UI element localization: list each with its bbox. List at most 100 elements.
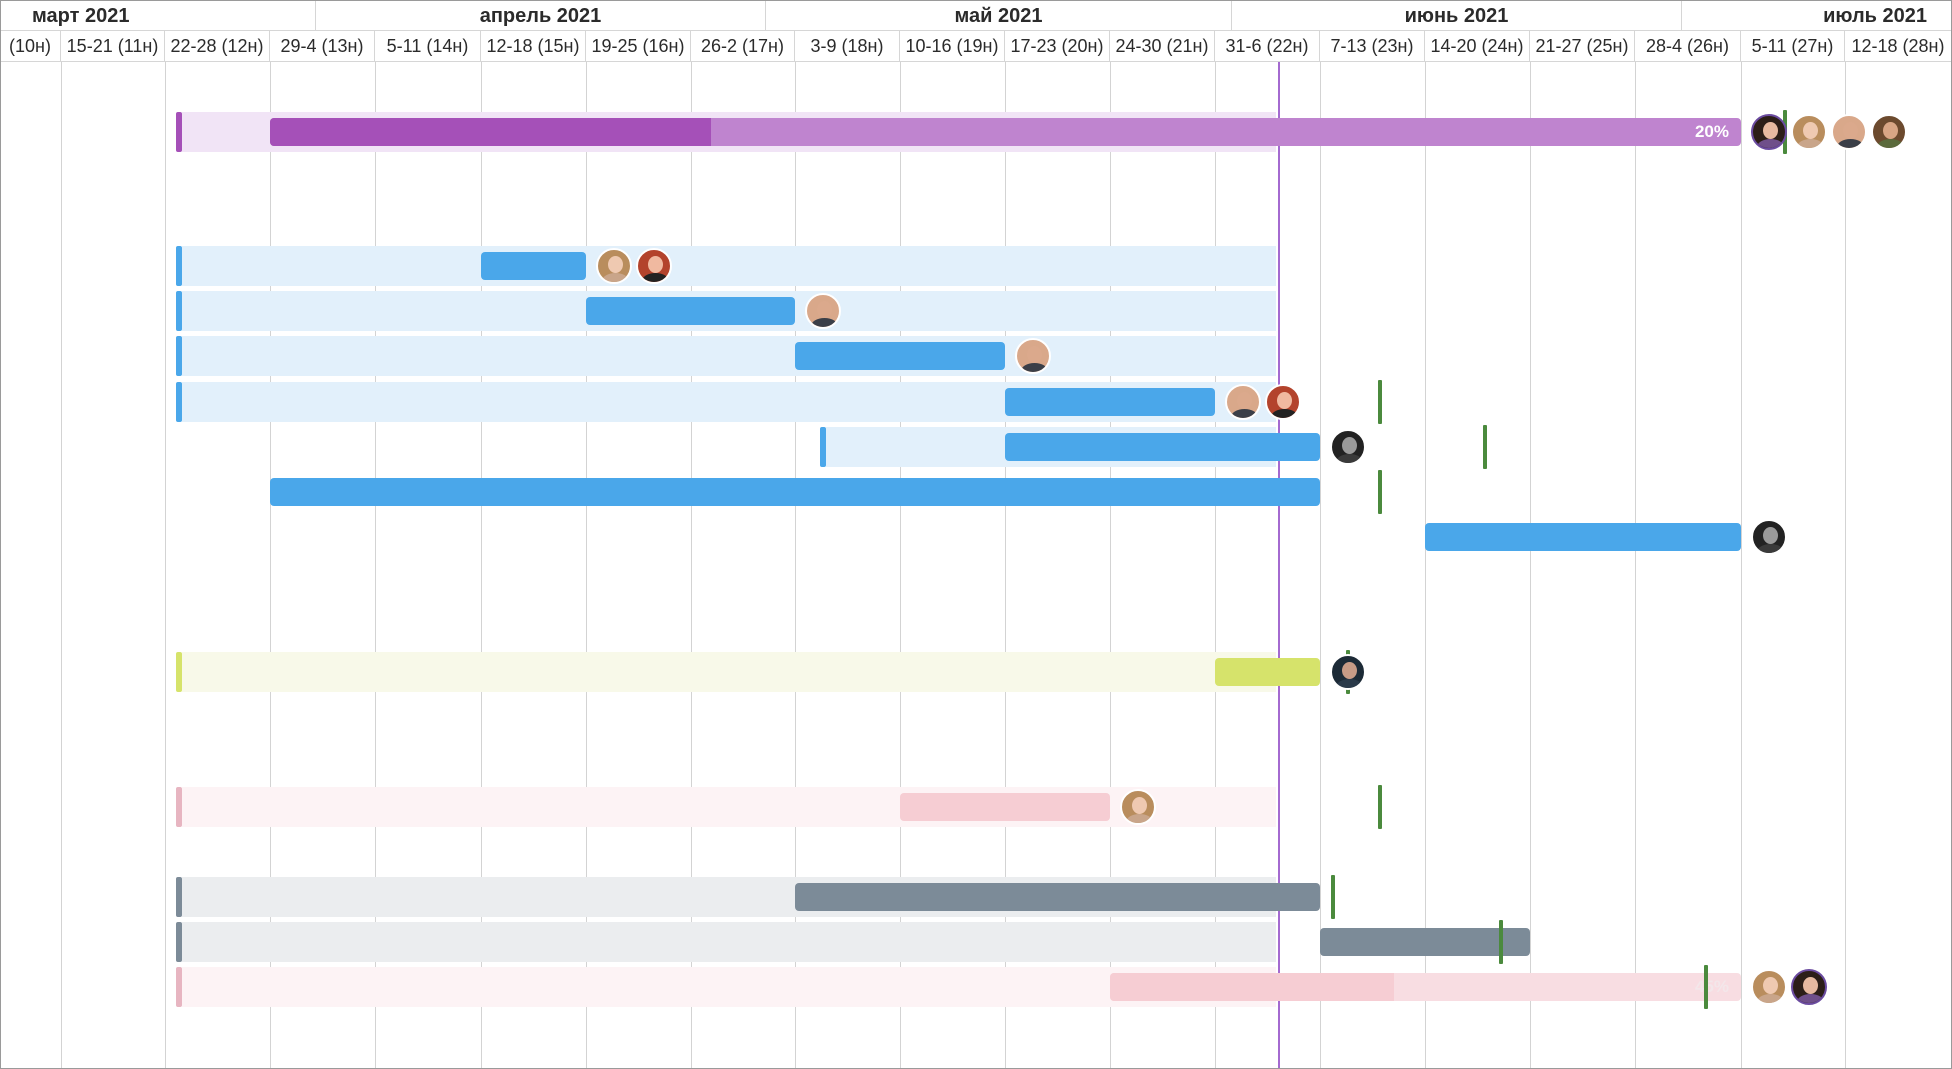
avatar-face <box>1843 122 1858 139</box>
task-bar[interactable] <box>1005 433 1320 461</box>
task-progress-fill <box>270 118 712 146</box>
week-header-cell[interactable]: 10-16 (19н) <box>900 31 1005 62</box>
task-row-marker[interactable] <box>176 382 182 422</box>
week-header-cell[interactable]: 5-11 (14н) <box>375 31 481 62</box>
week-grid-line <box>375 62 376 1069</box>
week-header-cell[interactable]: 29-4 (13н) <box>270 31 375 62</box>
man-bald-avatar[interactable] <box>1225 384 1261 420</box>
week-grid-line <box>900 62 901 1069</box>
avatar-face <box>1277 392 1292 409</box>
task-bar[interactable] <box>481 252 586 280</box>
man-bald-avatar[interactable] <box>1831 114 1867 150</box>
avatar-face <box>1342 662 1357 679</box>
week-header-cell[interactable]: 28-4 (26н) <box>1635 31 1741 62</box>
avatar-face <box>1027 346 1042 363</box>
task-row-marker[interactable] <box>176 877 182 917</box>
week-header-cell[interactable]: 3-9 (18н) <box>795 31 900 62</box>
task-bar[interactable] <box>1005 388 1215 416</box>
woman-dark-hair-avatar[interactable] <box>1751 114 1787 150</box>
task-bar[interactable] <box>795 342 1005 370</box>
task-bar[interactable] <box>1425 523 1741 551</box>
week-grid-line <box>691 62 692 1069</box>
woman-dark-hair-avatar[interactable] <box>1791 969 1827 1005</box>
avatar-shoulders <box>811 318 838 327</box>
man-monochrome-avatar[interactable] <box>1751 519 1787 555</box>
task-row-marker[interactable] <box>820 427 826 467</box>
task-bar[interactable] <box>586 297 795 325</box>
task-row-marker[interactable] <box>176 922 182 962</box>
deadline-marker[interactable] <box>1377 785 1382 829</box>
month-header-cell[interactable]: июнь 2021 <box>1232 0 1682 31</box>
week-header-cell[interactable]: 19-25 (16н) <box>586 31 691 62</box>
week-header-cell[interactable]: 22-28 (12н) <box>165 31 270 62</box>
week-grid-line <box>1215 62 1216 1069</box>
week-header-cell[interactable]: 24-30 (21н) <box>1110 31 1215 62</box>
week-header-cell[interactable]: 12-18 (28н) <box>1845 31 1952 62</box>
task-bar[interactable] <box>795 883 1320 911</box>
avatar-face <box>1763 977 1778 994</box>
deadline-marker[interactable] <box>1482 425 1487 469</box>
task-bar[interactable] <box>1320 928 1530 956</box>
deadline-marker[interactable] <box>1703 965 1708 1009</box>
deadline-marker[interactable] <box>1498 920 1503 964</box>
avatar-shoulders <box>1336 679 1363 688</box>
task-row-marker[interactable] <box>176 336 182 376</box>
man-dark-avatar[interactable] <box>1330 654 1366 690</box>
avatar-face <box>1132 797 1147 814</box>
week-header-cell[interactable]: 31-6 (22н) <box>1215 31 1320 62</box>
man-monochrome-avatar[interactable] <box>1330 429 1366 465</box>
avatar-shoulders <box>1271 409 1298 418</box>
task-bar[interactable]: 45% <box>1110 973 1741 1001</box>
week-header-cell[interactable]: 17-23 (20н) <box>1005 31 1110 62</box>
task-row-marker[interactable] <box>176 787 182 827</box>
woman-blond-avatar[interactable] <box>1120 789 1156 825</box>
man-red-hair-avatar[interactable] <box>636 248 672 284</box>
task-row-marker[interactable] <box>176 652 182 692</box>
woman-blond-avatar[interactable] <box>1791 114 1827 150</box>
avatar-face <box>1342 437 1357 454</box>
week-header-cell[interactable]: 14-20 (24н) <box>1425 31 1530 62</box>
week-header-cell[interactable]: 15-21 (11н) <box>61 31 165 62</box>
week-header-cell[interactable]: 7-13 (23н) <box>1320 31 1425 62</box>
woman-blond-avatar[interactable] <box>596 248 632 284</box>
week-grid-line <box>1110 62 1111 1069</box>
month-header-cell[interactable]: июль 2021 <box>1682 0 1952 31</box>
avatar-shoulders <box>1757 994 1784 1003</box>
man-bald-avatar[interactable] <box>1015 338 1051 374</box>
avatar-face <box>1237 392 1252 409</box>
man-bald-avatar[interactable] <box>805 293 841 329</box>
task-bar[interactable] <box>270 478 1320 506</box>
task-row-marker[interactable] <box>176 112 182 152</box>
woman-blond-avatar[interactable] <box>1751 969 1787 1005</box>
week-grid-line <box>795 62 796 1069</box>
task-row-marker[interactable] <box>176 967 182 1007</box>
task-bar[interactable] <box>1215 658 1320 686</box>
task-row-marker[interactable] <box>176 246 182 286</box>
week-header-cell[interactable]: (10н) <box>0 31 61 62</box>
deadline-marker[interactable] <box>1377 470 1382 514</box>
task-bar[interactable]: 20% <box>270 118 1741 146</box>
deadline-marker[interactable] <box>1330 875 1335 919</box>
week-header-cell[interactable]: 21-27 (25н) <box>1530 31 1635 62</box>
month-header-cell[interactable]: май 2021 <box>766 0 1232 31</box>
avatar-face <box>608 256 623 273</box>
week-header-cell[interactable]: 26-2 (17н) <box>691 31 795 62</box>
week-header-cell[interactable]: 12-18 (15н) <box>481 31 586 62</box>
man-beard-avatar[interactable] <box>1871 114 1907 150</box>
week-grid-line <box>481 62 482 1069</box>
deadline-marker[interactable] <box>1377 380 1382 424</box>
month-header-cell[interactable]: апрель 2021 <box>316 0 766 31</box>
task-row-background <box>182 967 1276 1007</box>
task-row-marker[interactable] <box>176 291 182 331</box>
task-progress-fill <box>1110 973 1394 1001</box>
avatar-shoulders <box>1336 454 1363 463</box>
man-red-hair-avatar[interactable] <box>1265 384 1301 420</box>
avatar-shoulders <box>1757 544 1784 553</box>
month-header-cell[interactable]: март 2021 <box>0 0 316 31</box>
week-grid-line <box>61 62 62 1069</box>
task-bar[interactable] <box>900 793 1110 821</box>
avatar-face <box>648 256 663 273</box>
week-header-cell[interactable]: 5-11 (27н) <box>1741 31 1845 62</box>
avatar-shoulders <box>1877 139 1904 148</box>
